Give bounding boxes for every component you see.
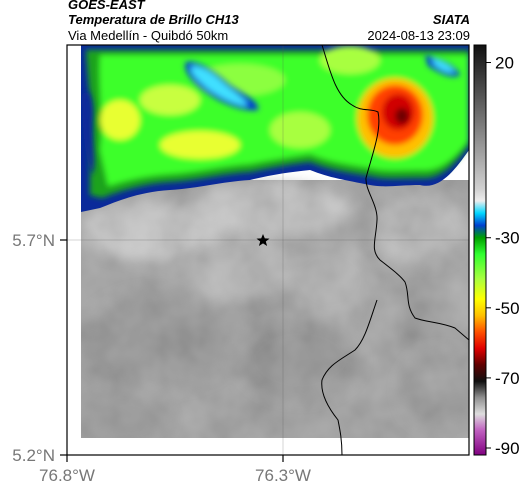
colorbar-tick-label: 20 (495, 54, 514, 73)
colorbar-tick-label: -30 (495, 229, 520, 248)
colorbar-tick-label: -70 (495, 369, 520, 388)
map-frame (66, 44, 470, 456)
timestamp-label: 2024-08-13 23:09 (367, 28, 470, 43)
colorbar-tick-label: -90 (495, 439, 520, 458)
colorbar-tick-label: -50 (495, 299, 520, 318)
product-subtitle: Temperatura de Brillo CH13 (68, 12, 239, 27)
lon-tick-76-8: 76.8°W (39, 466, 95, 485)
agency-label: SIATA (432, 12, 470, 27)
lon-tick-76-3: 76.3°W (255, 466, 311, 485)
satellite-image (67, 45, 469, 455)
product-title: GOES-EAST (68, 0, 145, 12)
colorbar-ticks: 20 -30 -50 -70 -90 (486, 54, 520, 458)
lat-tick-5-7: 5.7°N (12, 231, 55, 250)
region-label: Via Medellín - Quibdó 50km (68, 28, 229, 43)
colorbar (473, 44, 487, 456)
lat-tick-5-2: 5.2°N (12, 446, 55, 465)
star-marker (256, 234, 270, 246)
